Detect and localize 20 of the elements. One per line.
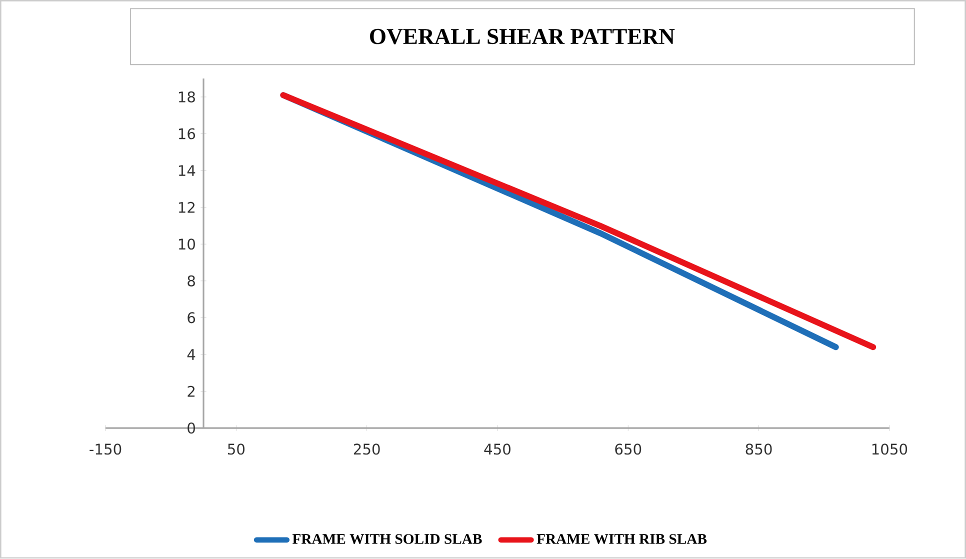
- y-tick-label: 16: [178, 128, 196, 140]
- y-tick-label: 8: [188, 276, 195, 287]
- legend-label: FRAME WITH SOLID SLAB: [292, 534, 482, 544]
- x-tick-label: 1050: [872, 444, 908, 455]
- legend-label: FRAME WITH RIB SLAB: [536, 534, 707, 544]
- x-tick-label: 450: [484, 444, 510, 455]
- y-tick-label: 2: [188, 386, 195, 397]
- y-tick-label: 10: [178, 238, 195, 250]
- y-tick-label: 4: [187, 349, 196, 360]
- y-tick-label: 14: [178, 165, 196, 176]
- x-tick-label: 250: [354, 444, 380, 455]
- y-tick-label: 6: [188, 312, 196, 324]
- x-tick-label: -150: [90, 444, 122, 455]
- x-tick-label: 650: [615, 444, 642, 455]
- y-tick-label: 18: [178, 92, 195, 103]
- y-tick-label: 12: [178, 202, 194, 213]
- y-tick-label: 0: [188, 422, 195, 434]
- x-tick-label: 50: [228, 444, 245, 455]
- x-tick-label: 850: [746, 444, 772, 455]
- chart-title: OVERALL SHEAR PATTERN: [370, 29, 675, 44]
